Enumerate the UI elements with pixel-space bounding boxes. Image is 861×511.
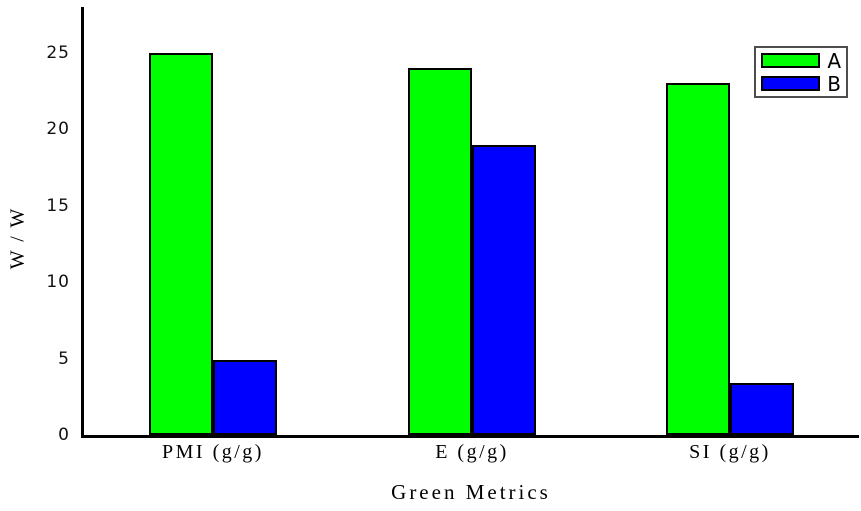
y-tick-label: 15: [46, 196, 70, 216]
y-tick-label: 5: [58, 349, 70, 369]
bar-B-3: [730, 383, 794, 435]
bar-A-2: [408, 68, 472, 435]
legend-label: B: [827, 71, 841, 96]
x-tick-label: SI (g/g): [689, 441, 771, 463]
legend-item-A: A: [761, 51, 841, 71]
plot-area: [81, 7, 859, 438]
bar-A-3: [666, 83, 730, 435]
x-axis-title: Green Metrics: [391, 480, 551, 504]
bar-B-2: [472, 145, 536, 435]
legend-label: A: [827, 48, 841, 73]
x-tick-label: PMI (g/g): [162, 441, 264, 463]
y-axis-title: W / W: [6, 206, 29, 270]
bar-A-1: [149, 53, 213, 435]
bar-B-1: [213, 360, 277, 435]
y-tick-label: 25: [46, 43, 70, 63]
x-tick-label: E (g/g): [435, 441, 509, 463]
y-tick-label: 10: [46, 272, 70, 292]
y-tick-label: 0: [58, 425, 70, 445]
legend-swatch-B: [761, 76, 820, 91]
legend-swatch-A: [761, 53, 820, 68]
legend-item-B: B: [761, 74, 841, 94]
y-tick-label: 20: [46, 119, 70, 139]
